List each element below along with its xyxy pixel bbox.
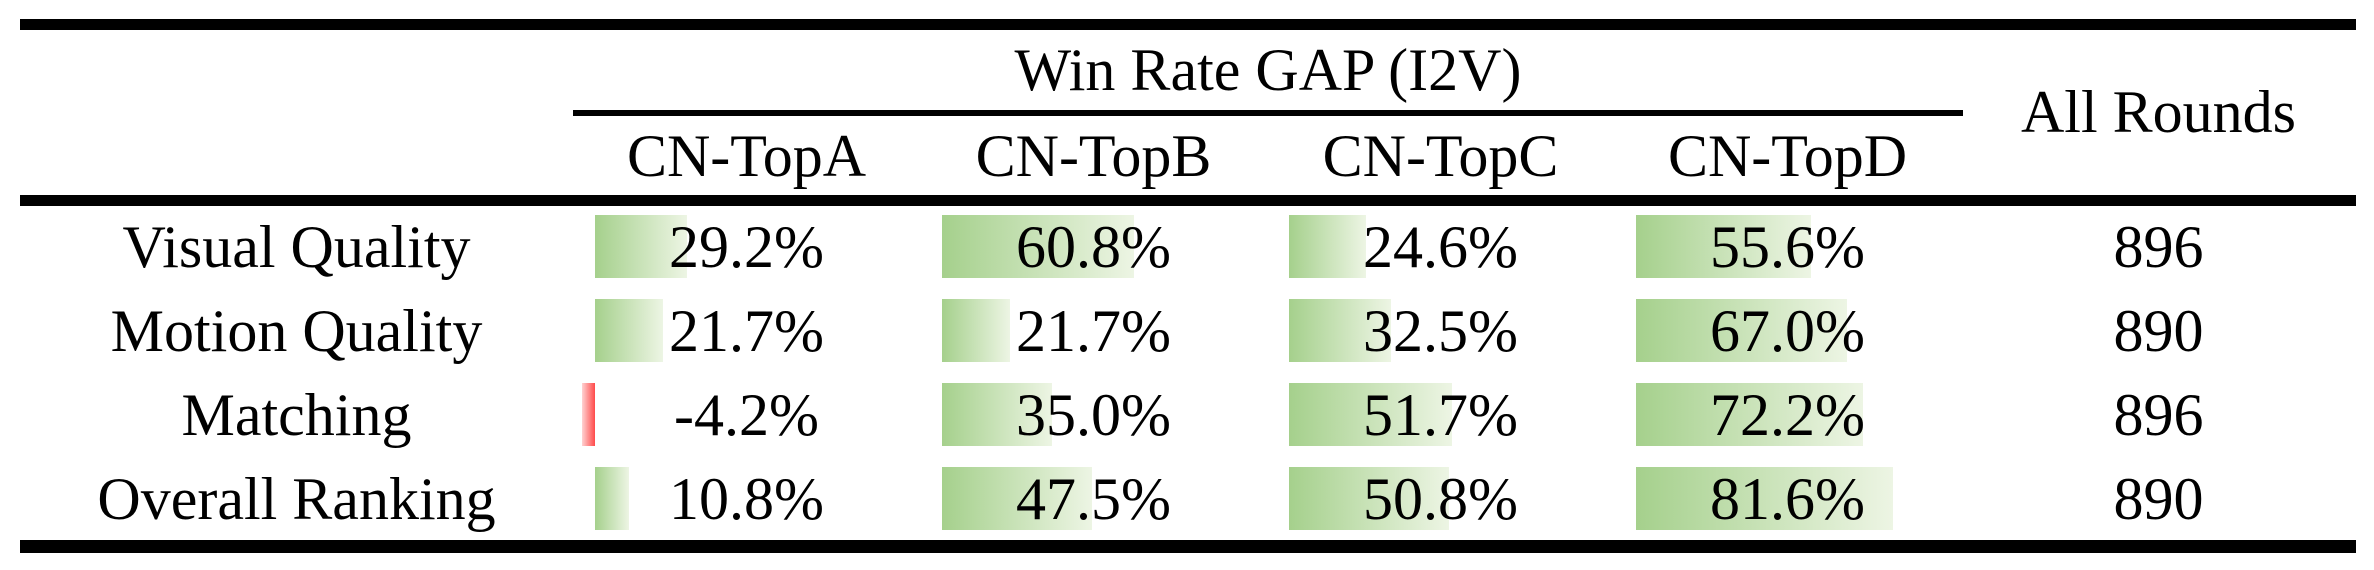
- all-rounds-cell: 896: [1961, 373, 2356, 457]
- data-bar: [1636, 215, 1812, 278]
- win-rate-value: -4.2%: [674, 382, 819, 448]
- table-row: Overall Ranking 10.8% 47.5% 50.8% 81.6% …: [0, 457, 2374, 541]
- win-rate-value: 32.5%: [1363, 298, 1518, 364]
- data-bar: [1636, 467, 1894, 530]
- column-header-cn-topb: CN-TopB: [975, 122, 1212, 189]
- win-rate-value: 51.7%: [1363, 382, 1518, 448]
- column-header-all-rounds: All Rounds: [2020, 78, 2297, 145]
- table-row: Matching -4.2% 35.0% 51.7% 72.2% 896: [0, 373, 2374, 457]
- win-rate-cell: 55.6%: [1614, 205, 1961, 289]
- win-rate-cell: 47.5%: [920, 457, 1267, 541]
- row-label-text: Motion Quality: [110, 298, 483, 364]
- row-label-text: Visual Quality: [122, 214, 471, 280]
- win-rate-value: 72.2%: [1710, 382, 1865, 448]
- data-bar: [1636, 383, 1864, 446]
- header-body-divider-rule: [20, 195, 2356, 206]
- column-header-cn-topc: CN-TopC: [1322, 122, 1559, 189]
- table-row: Visual Quality 29.2% 60.8% 24.6% 55.6% 8…: [0, 205, 2374, 289]
- win-rate-cell: 51.7%: [1267, 373, 1614, 457]
- win-rate-value: 21.7%: [669, 298, 824, 364]
- group-header-underline-rule: [573, 110, 1963, 116]
- row-label: Matching: [20, 373, 573, 457]
- win-rate-value: 55.6%: [1710, 214, 1865, 280]
- table-row: Motion Quality 21.7% 21.7% 32.5% 67.0% 8…: [0, 289, 2374, 373]
- column-header-cn-topd: CN-TopD: [1667, 122, 1908, 189]
- table-bottom-rule: [20, 540, 2356, 553]
- data-bar: [1289, 215, 1367, 278]
- win-rate-value: 47.5%: [1016, 466, 1171, 532]
- win-rate-cell: 29.2%: [573, 205, 920, 289]
- row-label-text: Matching: [181, 382, 412, 448]
- row-label: Visual Quality: [20, 205, 573, 289]
- data-bar: [942, 383, 1053, 446]
- win-rate-value: 50.8%: [1363, 466, 1518, 532]
- all-rounds-value: 896: [2113, 382, 2204, 448]
- win-rate-cell: 67.0%: [1614, 289, 1961, 373]
- data-bar: [1289, 383, 1452, 446]
- win-rate-value: 24.6%: [1363, 214, 1518, 280]
- win-rate-cell: 60.8%: [920, 205, 1267, 289]
- win-rate-cell: 72.2%: [1614, 373, 1961, 457]
- data-bar: [942, 299, 1011, 362]
- win-rate-cell: 32.5%: [1267, 289, 1614, 373]
- win-rate-value: 35.0%: [1016, 382, 1171, 448]
- win-rate-cell: 21.7%: [573, 289, 920, 373]
- win-rate-cell: 50.8%: [1267, 457, 1614, 541]
- win-rate-value: 29.2%: [669, 214, 824, 280]
- data-bar: [942, 467, 1092, 530]
- table-top-rule: [20, 19, 2356, 30]
- win-rate-cell: 10.8%: [573, 457, 920, 541]
- column-header-cn-topa: CN-TopA: [626, 122, 867, 189]
- win-rate-value: 10.8%: [669, 466, 824, 532]
- row-label: Overall Ranking: [20, 457, 573, 541]
- win-rate-cell: -4.2%: [573, 373, 920, 457]
- data-bar: [1289, 467, 1450, 530]
- win-rate-value: 21.7%: [1016, 298, 1171, 364]
- win-rate-cell: 81.6%: [1614, 457, 1961, 541]
- win-rate-cell: 24.6%: [1267, 205, 1614, 289]
- data-bar: [595, 467, 630, 530]
- all-rounds-value: 890: [2113, 298, 2204, 364]
- all-rounds-cell: 896: [1961, 205, 2356, 289]
- win-rate-cell: 21.7%: [920, 289, 1267, 373]
- win-rate-value: 60.8%: [1016, 214, 1171, 280]
- data-bar: [1636, 299, 1848, 362]
- data-bar: [595, 299, 664, 362]
- row-label: Motion Quality: [20, 289, 573, 373]
- win-rate-cell: 35.0%: [920, 373, 1267, 457]
- all-rounds-value: 890: [2113, 466, 2204, 532]
- data-bar: [1289, 299, 1392, 362]
- data-bar: [581, 383, 595, 446]
- all-rounds-value: 896: [2113, 214, 2204, 280]
- win-rate-value: 81.6%: [1710, 466, 1865, 532]
- all-rounds-cell: 890: [1961, 457, 2356, 541]
- all-rounds-cell: 890: [1961, 289, 2356, 373]
- win-rate-value: 67.0%: [1710, 298, 1865, 364]
- data-bar: [595, 215, 687, 278]
- row-label-text: Overall Ranking: [97, 466, 496, 532]
- group-header-win-rate-gap: Win Rate GAP (I2V): [1014, 37, 1522, 103]
- data-bar: [942, 215, 1134, 278]
